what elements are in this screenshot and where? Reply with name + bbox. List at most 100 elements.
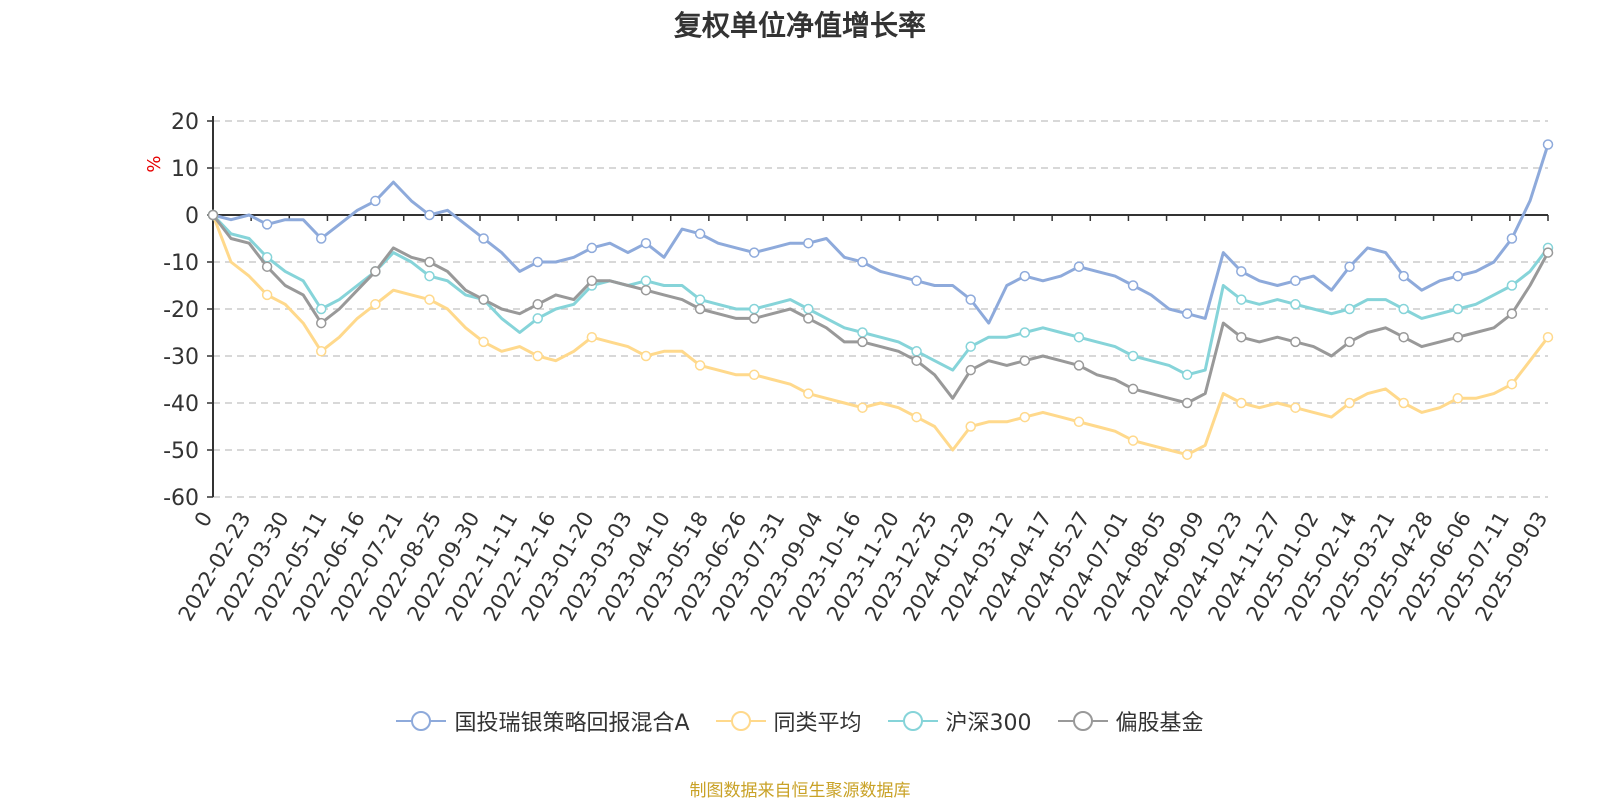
series-1-point — [803, 237, 814, 249]
legend-item-csi300[interactable]: 沪深300 — [887, 705, 1032, 737]
series-3-point — [1290, 299, 1301, 310]
legend-label-peer-average: 同类平均 — [773, 711, 862, 736]
legend-line-circle-icon — [1057, 711, 1108, 731]
series-1-point — [1542, 139, 1554, 150]
series-3-point — [1181, 369, 1193, 381]
series-1-point — [1452, 270, 1464, 282]
legend-line-circle-icon — [396, 711, 447, 731]
series-4-point — [1398, 331, 1409, 343]
legend-item-peer-average[interactable]: 同类平均 — [715, 705, 862, 737]
series-line-1 — [212, 144, 1550, 325]
series-1-point — [1019, 270, 1031, 282]
series-4-point — [857, 336, 868, 348]
series-2-point — [911, 411, 922, 423]
series-2-point — [1073, 416, 1085, 428]
chart-title: 复权单位净值增长率 — [673, 9, 926, 42]
series-4-point — [1344, 336, 1355, 348]
series-1-point — [1290, 275, 1301, 287]
series-1-point — [370, 195, 381, 207]
chart-legend: 国投瑞银策略回报混合A 同类平均 沪深300 偏股基金 — [0, 705, 1600, 737]
series-2-point — [586, 331, 598, 343]
series-2-point — [478, 336, 489, 348]
series-line-3 — [211, 213, 1550, 377]
series-1-point — [1236, 266, 1247, 277]
series-4-point — [803, 313, 814, 324]
series-4-point — [1542, 247, 1554, 258]
series-4-point — [694, 303, 706, 315]
series-4-point — [1452, 331, 1464, 343]
series-2-point — [857, 402, 868, 413]
series-2-point — [965, 421, 976, 432]
series-1-point — [261, 219, 273, 230]
series-1-point — [1181, 308, 1193, 319]
series-1-point — [911, 275, 922, 287]
series-2-point — [803, 388, 814, 399]
series-2-point — [315, 346, 327, 357]
series-3-point — [1019, 327, 1031, 338]
series-2-point — [1236, 397, 1247, 409]
series-3-point — [803, 303, 814, 315]
y-tick-label: -50 — [163, 439, 199, 464]
series-2-point — [748, 369, 760, 381]
series-3-point — [1127, 350, 1139, 362]
series-4-point — [1290, 336, 1301, 348]
series-1-point — [1398, 270, 1409, 282]
series-3-point — [1073, 331, 1085, 343]
legend-label-fund: 国投瑞银策略回报混合A — [454, 711, 690, 736]
legend-line-circle-icon — [887, 711, 938, 731]
series-2-point — [1019, 411, 1031, 423]
y-tick-label: -60 — [163, 486, 199, 511]
series-4-point — [1127, 383, 1139, 395]
series-4-point — [1181, 397, 1193, 409]
y-axis-unit-label: % — [144, 155, 165, 172]
series-1-point — [532, 256, 543, 268]
series-3-point — [1236, 294, 1247, 305]
series-4-point — [424, 256, 435, 268]
series-1-point — [1506, 233, 1518, 244]
series-3-point — [424, 270, 435, 282]
series-3-point — [857, 327, 868, 338]
series-1-point — [748, 247, 760, 258]
series-2-point — [370, 299, 381, 310]
y-tick-label: -10 — [163, 251, 199, 276]
series-4-point — [207, 209, 219, 221]
series-2-point — [1506, 378, 1518, 390]
legend-item-equity-funds[interactable]: 偏股基金 — [1057, 705, 1204, 737]
series-4-point — [478, 294, 489, 305]
series-1-point — [857, 256, 868, 268]
series-2-point — [1344, 397, 1355, 409]
y-tick-label: 20 — [171, 110, 199, 135]
series-2-point — [261, 289, 273, 301]
series-line-2 — [211, 214, 1550, 457]
source-note: 制图数据来自恒生聚源数据库 — [689, 781, 911, 801]
series-1-point — [315, 233, 327, 244]
series-2-point — [532, 350, 543, 362]
series-4-point — [748, 313, 760, 324]
series-4-point — [370, 266, 381, 277]
series-1-point — [1127, 280, 1139, 291]
series-3-point — [748, 303, 760, 315]
series-3-point — [315, 303, 327, 315]
series-line-4 — [211, 214, 1550, 405]
series-1-point — [965, 294, 976, 305]
series-1-point — [586, 242, 598, 254]
legend-line-circle-icon — [715, 711, 766, 731]
series-4-point — [315, 317, 327, 329]
series-3-point — [1506, 280, 1518, 291]
legend-item-fund[interactable]: 国投瑞银策略回报混合A — [396, 705, 690, 737]
y-tick-label: 0 — [185, 204, 199, 229]
series-1-point — [1344, 261, 1355, 272]
series-1-point — [424, 209, 435, 221]
series-4-point — [965, 364, 976, 376]
series-4-point — [586, 275, 598, 287]
series-1-point — [640, 237, 652, 249]
series-1-point — [1073, 261, 1085, 272]
series-3-point — [1398, 303, 1409, 315]
series-1-point — [478, 233, 489, 244]
y-tick-label: -40 — [163, 392, 199, 417]
series-3-point — [911, 346, 922, 357]
y-tick-label: -30 — [163, 345, 199, 370]
x-tick-label: 0 — [190, 508, 217, 532]
y-tick-label: -20 — [163, 298, 199, 323]
series-4-point — [261, 261, 273, 272]
